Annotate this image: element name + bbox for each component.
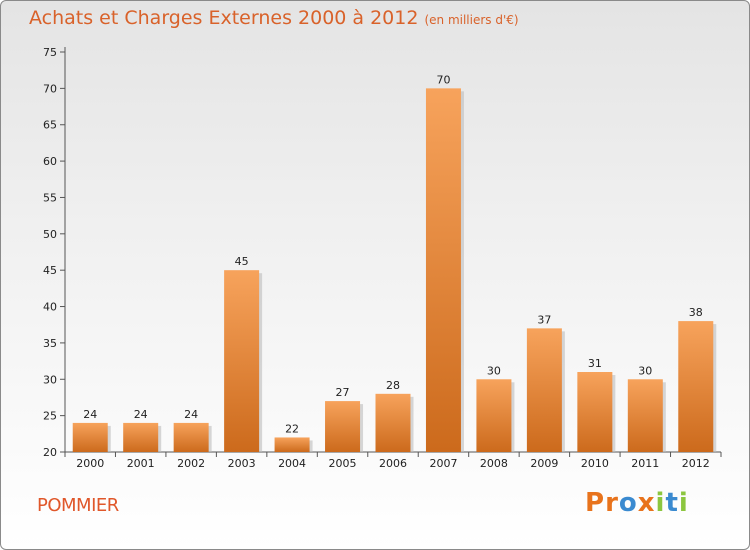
- bar-2009: [526, 328, 562, 452]
- x-tick-label-2009: 2009: [530, 457, 558, 470]
- bar-2011: [627, 379, 663, 452]
- x-tick-label-2005: 2005: [329, 457, 357, 470]
- x-tick-label-2000: 2000: [76, 457, 104, 470]
- chart-unit-label: (en milliers d'€): [424, 13, 519, 27]
- proxiti-logo[interactable]: Proxiti: [585, 488, 689, 518]
- data-label-2006: 28: [386, 379, 400, 392]
- chart-title: Achats et Charges Externes 2000 à 2012 (e…: [29, 7, 519, 29]
- x-tick-label-2011: 2011: [631, 457, 659, 470]
- logo-letter: i: [678, 488, 689, 518]
- data-label-2009: 37: [537, 313, 551, 326]
- y-tick-label: 25: [43, 410, 57, 423]
- y-tick-label: 60: [43, 155, 57, 168]
- y-tick-label: 35: [43, 337, 57, 350]
- bar-2012: [678, 321, 714, 452]
- bar-2003: [224, 270, 260, 452]
- x-tick-label-2012: 2012: [682, 457, 710, 470]
- data-label-2011: 30: [638, 364, 652, 377]
- y-tick-label: 65: [43, 119, 57, 132]
- bar-2010: [577, 372, 613, 452]
- data-label-2008: 30: [487, 364, 501, 377]
- data-label-2012: 38: [689, 306, 703, 319]
- chart-title-text: Achats et Charges Externes 2000 à 2012: [29, 7, 419, 29]
- data-label-2004: 22: [285, 422, 299, 435]
- bar-2005: [325, 401, 361, 452]
- y-tick-label: 20: [43, 446, 57, 459]
- y-tick-label: 75: [43, 46, 57, 59]
- y-tick-label: 70: [43, 82, 57, 95]
- x-tick-label-2003: 2003: [228, 457, 256, 470]
- logo-letter: x: [637, 488, 656, 518]
- bar-2006: [375, 393, 411, 452]
- data-label-2002: 24: [184, 408, 198, 421]
- x-tick-label-2007: 2007: [429, 457, 457, 470]
- y-tick-label: 55: [43, 191, 57, 204]
- data-label-2005: 27: [336, 386, 350, 399]
- logo-letter: i: [655, 488, 666, 518]
- bar-2007: [425, 88, 461, 452]
- y-tick-label: 40: [43, 301, 57, 314]
- x-tick-label-2004: 2004: [278, 457, 306, 470]
- logo-letter: P: [585, 488, 606, 518]
- data-label-2000: 24: [83, 408, 97, 421]
- data-label-2007: 70: [436, 73, 450, 86]
- data-label-2010: 31: [588, 357, 602, 370]
- bar-2000: [72, 422, 108, 452]
- bar-2001: [123, 422, 159, 452]
- y-tick-label: 45: [43, 264, 57, 277]
- x-tick-label-2002: 2002: [177, 457, 205, 470]
- chart-bars: 24 24 24 45 22 27 28 70 30 37 31 30 38: [72, 73, 717, 452]
- x-tick-label-2010: 2010: [581, 457, 609, 470]
- y-tick-label: 30: [43, 373, 57, 386]
- x-tick-label-2001: 2001: [127, 457, 155, 470]
- data-label-2001: 24: [134, 408, 148, 421]
- x-tick-label-2006: 2006: [379, 457, 407, 470]
- logo-letter: r: [605, 488, 619, 518]
- y-tick-label: 50: [43, 228, 57, 241]
- data-label-2003: 45: [235, 255, 249, 268]
- logo-letter: t: [665, 488, 679, 518]
- bar-2004: [274, 437, 310, 452]
- town-name: POMMIER: [37, 495, 119, 516]
- bar-2002: [173, 422, 209, 452]
- bar-2008: [476, 379, 512, 452]
- logo-letter: o: [618, 488, 638, 518]
- x-tick-label-2008: 2008: [480, 457, 508, 470]
